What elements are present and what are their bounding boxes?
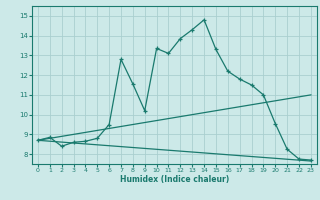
X-axis label: Humidex (Indice chaleur): Humidex (Indice chaleur) [120,175,229,184]
